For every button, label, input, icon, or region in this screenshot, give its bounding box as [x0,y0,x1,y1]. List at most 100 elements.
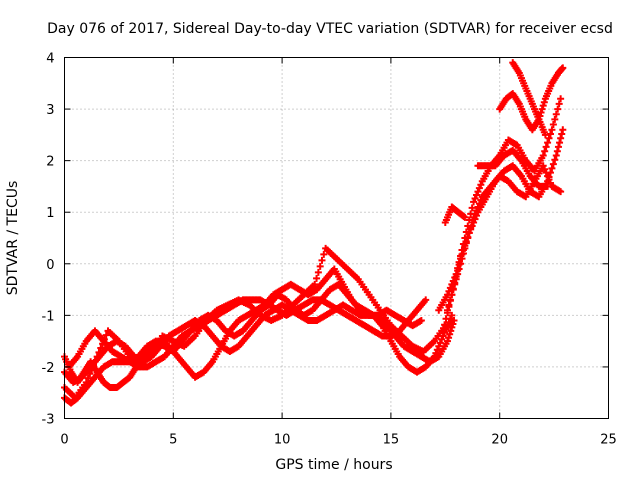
data-point [556,139,564,147]
y-axis-label: SDTVAR / TECUs [5,181,21,296]
data-point [464,222,472,230]
data-point [552,110,560,118]
data-point [441,321,449,329]
plot-frame [64,57,609,419]
data-point [542,143,550,151]
x-tick-label: 0 [60,433,68,448]
data-point [557,188,565,196]
y-tick-label: 1 [46,206,54,221]
x-tick-label: 20 [491,433,508,448]
data-point [554,143,562,151]
data-point [446,330,454,338]
data-point [90,361,98,369]
data-point [88,366,96,374]
x-tick-label: 15 [383,433,400,448]
data-point [314,268,322,276]
data-point [86,370,94,378]
data-point [459,240,467,248]
data-point [465,216,473,224]
y-tick-label: -3 [42,413,55,428]
data-point [449,320,457,328]
data-point [544,182,552,190]
data-point [316,262,324,270]
data-point [555,100,563,108]
data-point [100,335,108,343]
data-point [452,270,460,278]
data-point [461,213,469,221]
y-tick-label: 2 [46,155,54,170]
data-point [445,334,453,342]
data-point [558,130,566,138]
data-point [320,250,328,258]
data-point [448,311,456,319]
data-point [541,131,549,139]
data-point [552,151,560,159]
data-point [557,95,565,103]
x-tick-label: 5 [169,433,177,448]
data-point [442,315,450,323]
data-point [448,323,456,331]
data-point [539,102,547,110]
data-point [551,156,559,164]
data-point [84,374,92,382]
data-point [539,151,547,159]
data-point [557,134,565,142]
data-point [553,147,561,155]
data-point [549,160,557,168]
y-tick-label: 0 [46,258,54,273]
x-axis-label: GPS time / hours [275,457,392,473]
data-point [311,280,319,288]
x-tick-label: 10 [274,433,291,448]
data-point [548,126,556,134]
data-points [61,59,567,407]
data-point [468,204,476,212]
data-point [457,252,465,260]
data-point [97,344,105,352]
data-point [422,296,430,304]
axis-ticks: 0 5 10 15 20 25 -3 -2 -1 0 1 2 3 4 [42,52,617,448]
data-point [538,105,546,113]
data-point [544,139,552,147]
data-point [540,98,548,106]
x-tick-label: 25 [600,433,617,448]
data-point [445,301,453,309]
y-tick-label: 4 [46,52,54,67]
data-point [443,337,451,345]
data-point [548,164,556,172]
data-point [313,274,321,282]
data-point [318,256,326,264]
data-point [99,340,107,348]
data-point [454,264,462,272]
data-point [450,317,458,325]
data-series [509,59,549,139]
y-tick-label: -1 [42,309,55,324]
data-point [417,317,425,325]
data-point [458,246,466,254]
data-point [443,306,451,314]
data-point [93,353,101,361]
chart-title: Day 076 of 2017, Sidereal Day-to-day VTE… [47,21,613,37]
data-point [439,327,447,335]
data-series [441,203,469,227]
data-point [461,234,469,242]
data-point [467,210,475,218]
data-series [61,244,449,402]
data-point [447,327,455,335]
data-point [551,115,559,123]
data-point [554,105,562,113]
data-point [559,126,567,134]
data-point [91,357,99,365]
data-point [541,147,549,155]
data-point [455,258,463,266]
y-tick-label: -2 [42,361,55,376]
grid [64,57,609,419]
data-point [95,348,103,356]
data-point [82,378,90,386]
data-point [545,134,553,142]
data-point [549,121,557,129]
y-tick-label: 3 [46,103,54,118]
data-series [474,146,552,190]
data-point [559,64,567,72]
data-point [462,228,470,236]
